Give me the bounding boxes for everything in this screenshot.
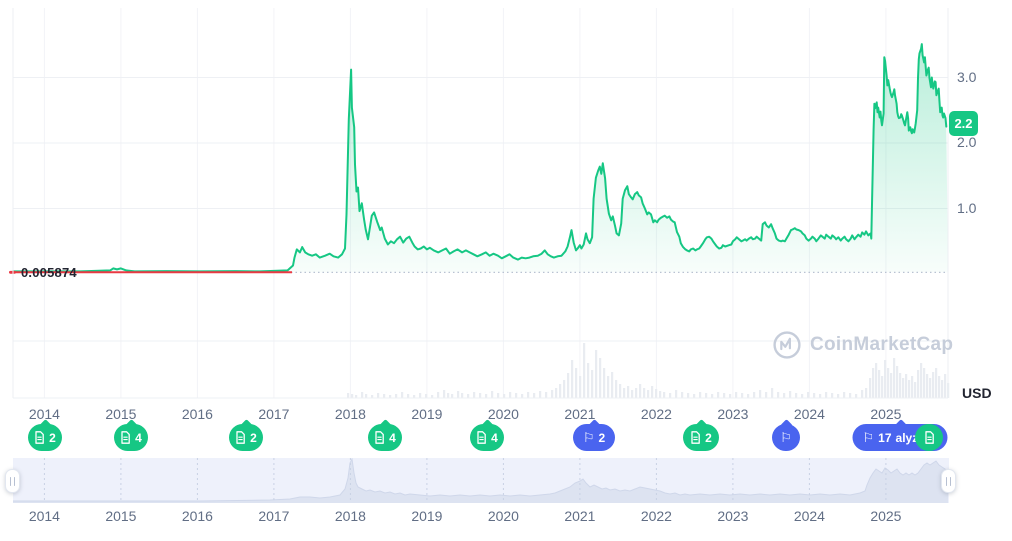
document-icon [375, 431, 385, 444]
year-label: 2015 [105, 406, 137, 422]
flag-icon: ⚐ [862, 430, 875, 445]
year-label: 2017 [258, 406, 290, 422]
year-label: 2015 [105, 508, 137, 524]
event-badge[interactable]: ⚐ [772, 419, 800, 451]
currency-label: USD [962, 385, 992, 401]
event-badge[interactable]: 2 [229, 419, 263, 451]
badge-label-fragment: alyz [895, 430, 919, 445]
watermark-text: CoinMarketCap [810, 334, 954, 355]
year-label: 2017 [258, 508, 290, 524]
current-price-badge: 2.2 [949, 111, 978, 136]
event-badge[interactable]: 4 [114, 419, 148, 451]
document-icon [35, 431, 45, 444]
flag-icon: ⚐ [780, 430, 792, 445]
event-badge[interactable]: 4 [470, 419, 504, 451]
year-label: 2018 [334, 508, 366, 524]
year-label: 2020 [487, 508, 519, 524]
year-label: 2014 [28, 406, 60, 422]
y-tick-label: 3.0 [957, 68, 977, 85]
flag-icon: ⚐ [582, 430, 595, 445]
event-badge[interactable]: ⚐ 2 [573, 419, 615, 451]
date-range-scrubber[interactable] [13, 457, 949, 503]
year-label: 2016 [181, 406, 213, 422]
year-label: 2019 [411, 508, 443, 524]
badge-count: 2 [250, 430, 257, 445]
badge-pointer [695, 419, 708, 432]
year-label: 2023 [717, 406, 749, 422]
document-icon [477, 431, 487, 444]
event-badge[interactable]: 4 [368, 419, 402, 451]
year-label: 2025 [870, 406, 902, 422]
year-label: 2023 [717, 508, 749, 524]
year-label: 2016 [181, 508, 213, 524]
year-label: 2022 [640, 508, 672, 524]
document-icon [236, 431, 246, 444]
badge-count: 17 [878, 430, 892, 445]
badge-pointer [240, 419, 253, 432]
year-label: 2024 [793, 508, 825, 524]
document-icon [924, 431, 934, 444]
year-label: 2019 [411, 406, 443, 422]
scrubber-left-handle[interactable] [5, 469, 20, 493]
price-chart[interactable] [0, 0, 1012, 404]
y-tick-label: 1.0 [957, 199, 977, 216]
year-label: 2022 [640, 406, 672, 422]
year-label: 2018 [334, 406, 366, 422]
badge-count: 2 [49, 430, 56, 445]
event-badge[interactable]: 2 [683, 419, 719, 451]
event-badge[interactable]: 2 [28, 419, 62, 451]
year-label: 2024 [793, 406, 825, 422]
badge-count: 4 [389, 430, 396, 445]
year-label: 2021 [564, 508, 596, 524]
badge-count: 2 [705, 430, 712, 445]
scrubber-right-handle[interactable] [941, 469, 956, 493]
year-label: 2020 [487, 406, 519, 422]
scrubber-minimap [13, 457, 949, 503]
badge-count: 4 [491, 430, 498, 445]
year-label: 2025 [870, 508, 902, 524]
year-label: 2021 [564, 406, 596, 422]
document-icon [691, 431, 701, 444]
document-icon [121, 431, 131, 444]
coinmarketcap-logo-icon [773, 331, 801, 359]
badge-count: 2 [598, 430, 606, 445]
event-badge[interactable] [915, 424, 943, 451]
baseline-price-label: 0.005874 [21, 265, 77, 280]
badge-count: 4 [135, 430, 142, 445]
coinmarketcap-watermark: CoinMarketCap [772, 330, 953, 360]
year-label: 2014 [28, 508, 60, 524]
badge-pointer [379, 419, 392, 432]
y-tick-label: 2.0 [957, 134, 977, 150]
